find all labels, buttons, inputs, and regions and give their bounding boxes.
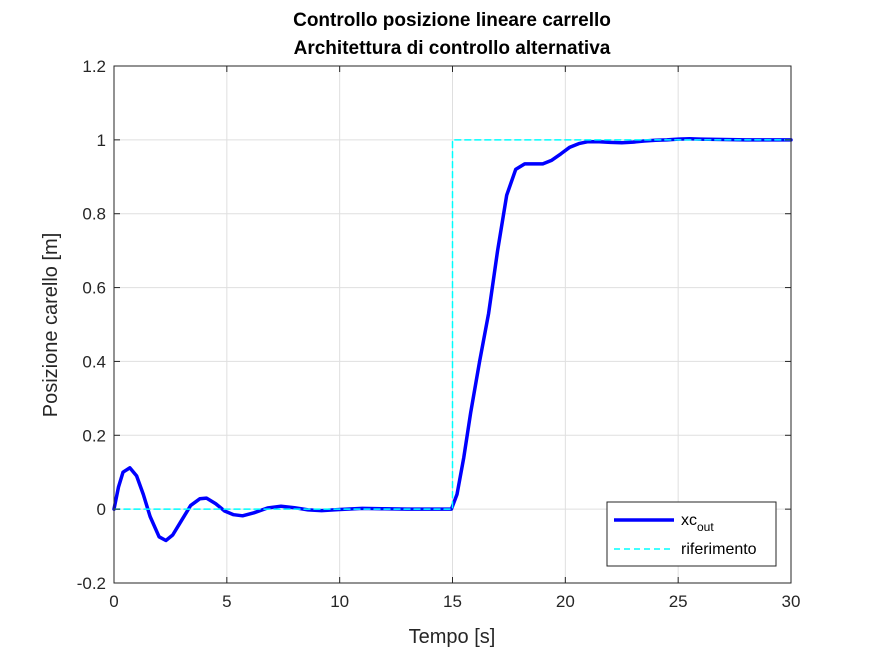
legend: xcout riferimento: [606, 501, 777, 567]
y-tick-label: 0.2: [82, 426, 106, 445]
y-tick-label: 0.4: [82, 352, 106, 371]
x-tick-label: 5: [222, 592, 231, 611]
x-tick-label: 30: [782, 592, 801, 611]
x-axis-label: Tempo [s]: [409, 626, 496, 648]
series-line-riferimento: [113, 139, 792, 510]
x-tick-label: 20: [556, 592, 575, 611]
x-tick-label: 10: [330, 592, 349, 611]
legend-label-xc: xc: [681, 512, 697, 529]
y-tick-label: 1.2: [82, 57, 106, 76]
chart-title-line-1: Controllo posizione lineare carrello: [293, 10, 611, 31]
y-tick-label: 0.6: [82, 279, 106, 298]
x-tick-label: 0: [109, 592, 118, 611]
series-layer: [112, 136, 793, 543]
legend-label-xc-subscript: out: [697, 520, 714, 534]
y-tick-label: 1: [97, 131, 106, 150]
legend-label-riferimento: riferimento: [681, 541, 757, 558]
y-axis-label: Posizione carello [m]: [40, 233, 62, 418]
legend-label-xc-out: xcout: [681, 512, 714, 534]
y-tick-label: 0: [97, 500, 106, 519]
x-tick-label: 15: [443, 592, 462, 611]
series-line-xc-out: [112, 136, 793, 543]
y-tick-label: -0.2: [77, 574, 106, 593]
x-tick-label: 25: [669, 592, 688, 611]
legend-box: [606, 501, 777, 567]
ticks: 0 5 10 15 20 25 30-0.200.20.40.60.811.2: [77, 57, 801, 611]
chart-title-line-2: Architettura di controllo alternativa: [294, 38, 611, 59]
y-tick-label: 0.8: [82, 205, 106, 224]
